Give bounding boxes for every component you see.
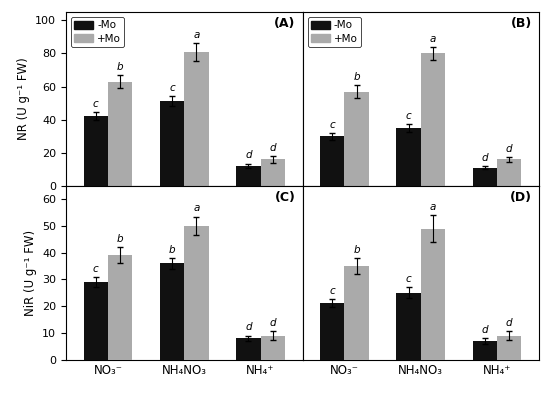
- Legend: -Mo, +Mo: -Mo, +Mo: [307, 17, 361, 47]
- Bar: [261, 159, 285, 186]
- Y-axis label: NR (U g⁻¹ FW): NR (U g⁻¹ FW): [16, 58, 30, 140]
- Bar: [472, 341, 497, 360]
- Bar: [108, 255, 133, 360]
- Bar: [160, 101, 184, 186]
- Bar: [184, 52, 208, 186]
- Text: d: d: [245, 322, 252, 332]
- Text: (A): (A): [274, 17, 295, 30]
- Text: c: c: [93, 99, 98, 109]
- Bar: [344, 266, 369, 360]
- Bar: [261, 335, 285, 360]
- Text: c: c: [406, 111, 411, 121]
- Text: (D): (D): [510, 191, 532, 204]
- Bar: [344, 92, 369, 186]
- Bar: [320, 136, 344, 186]
- Bar: [497, 335, 521, 360]
- Text: c: c: [329, 120, 335, 130]
- Bar: [421, 229, 445, 360]
- Bar: [497, 159, 521, 186]
- Text: b: b: [169, 245, 175, 255]
- Text: d: d: [506, 318, 513, 328]
- Bar: [397, 128, 421, 186]
- Text: d: d: [270, 143, 276, 153]
- Text: a: a: [193, 29, 200, 40]
- Text: a: a: [193, 204, 200, 213]
- Text: c: c: [169, 83, 175, 93]
- Y-axis label: NiR (U g⁻¹ FW): NiR (U g⁻¹ FW): [24, 229, 37, 316]
- Text: b: b: [353, 72, 360, 82]
- Bar: [184, 226, 208, 360]
- Bar: [84, 116, 108, 186]
- Text: c: c: [93, 263, 98, 274]
- Text: a: a: [430, 34, 436, 44]
- Legend: -Mo, +Mo: -Mo, +Mo: [71, 17, 124, 47]
- Bar: [84, 282, 108, 360]
- Text: b: b: [117, 234, 124, 244]
- Text: d: d: [481, 325, 488, 335]
- Text: b: b: [117, 62, 124, 72]
- Bar: [236, 338, 261, 360]
- Text: a: a: [430, 202, 436, 212]
- Text: d: d: [481, 153, 488, 163]
- Text: d: d: [270, 318, 276, 328]
- Text: (B): (B): [510, 17, 532, 30]
- Bar: [421, 53, 445, 186]
- Bar: [397, 293, 421, 360]
- Bar: [108, 82, 133, 186]
- Text: c: c: [406, 274, 411, 284]
- Text: b: b: [353, 245, 360, 255]
- Text: c: c: [329, 286, 335, 296]
- Text: d: d: [506, 144, 513, 154]
- Bar: [236, 166, 261, 186]
- Text: (C): (C): [274, 191, 295, 204]
- Bar: [320, 303, 344, 360]
- Text: d: d: [245, 150, 252, 160]
- Bar: [472, 168, 497, 186]
- Bar: [160, 263, 184, 360]
